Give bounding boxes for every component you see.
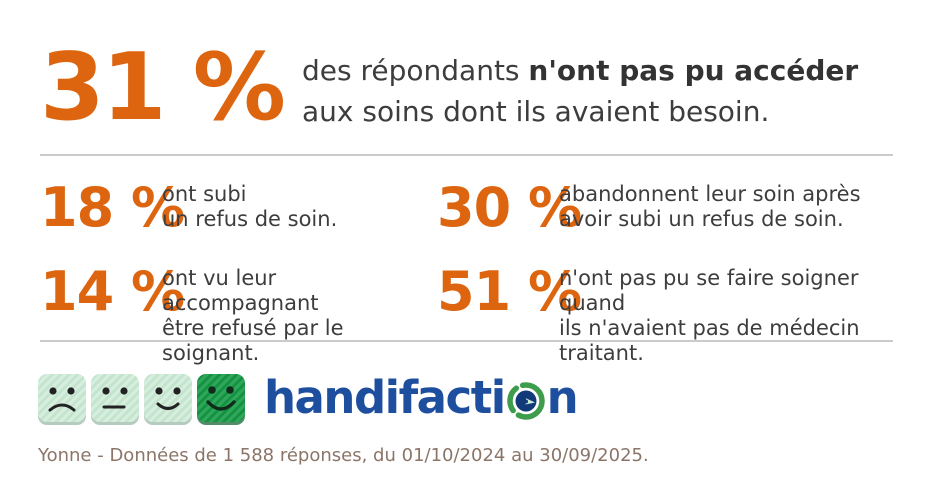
stat-abandon-soin: 30 % abandonnent leur soin après avoir s… (437, 181, 893, 235)
smiley-tiles (38, 373, 245, 422)
handifaction-wordmark: handifacti n (264, 371, 579, 424)
stat-value: 18 % (40, 176, 185, 239)
hero-line2: aux soins dont ils avaient besoin. (302, 95, 770, 128)
stat-value: 30 % (437, 176, 582, 239)
hero-statement: des répondants n'ont pas pu accéder aux … (302, 50, 858, 132)
hero-line1: des répondants n'ont pas pu accéder (302, 50, 858, 91)
divider-top (40, 154, 893, 156)
stat-sans-medecin-traitant: 51 % n'ont pas pu se faire soigner quand… (437, 265, 893, 366)
hero-line1-regular: des répondants (302, 54, 529, 87)
gauge-o-icon (506, 381, 545, 420)
handifaction-logo: handifacti n (38, 371, 579, 424)
wordmark-part1: handifacti (264, 371, 506, 424)
wordmark-part2: n (546, 371, 579, 424)
stat-refus-de-soin: 18 % ont subi un refus de soin. (40, 181, 437, 235)
hero-line1-bold: n'ont pas pu accéder (528, 54, 859, 87)
slight-smile-face-icon (144, 373, 192, 422)
stat-label: n'ont pas pu se faire soigner quand ils … (559, 266, 860, 365)
hero-percentage: 31 % (40, 33, 286, 141)
stat-label: ont subi un refus de soin. (162, 182, 338, 231)
sad-face-icon (38, 373, 86, 422)
stat-label: abandonnent leur soin après avoir subi u… (559, 182, 861, 231)
footer-note: Yonne - Données de 1 588 réponses, du 01… (38, 445, 649, 466)
stat-label: ont vu leur accompagnant être refusé par… (162, 266, 344, 365)
divider-bottom (40, 340, 893, 342)
stat-value: 14 % (40, 260, 185, 323)
neutral-face-icon (91, 373, 139, 422)
big-smile-face-icon (197, 373, 245, 422)
stat-value: 51 % (437, 260, 582, 323)
stat-accompagnant-refuse: 14 % ont vu leur accompagnant être refus… (40, 265, 437, 366)
stats-grid: 18 % ont subi un refus de soin. 30 % aba… (40, 181, 893, 366)
